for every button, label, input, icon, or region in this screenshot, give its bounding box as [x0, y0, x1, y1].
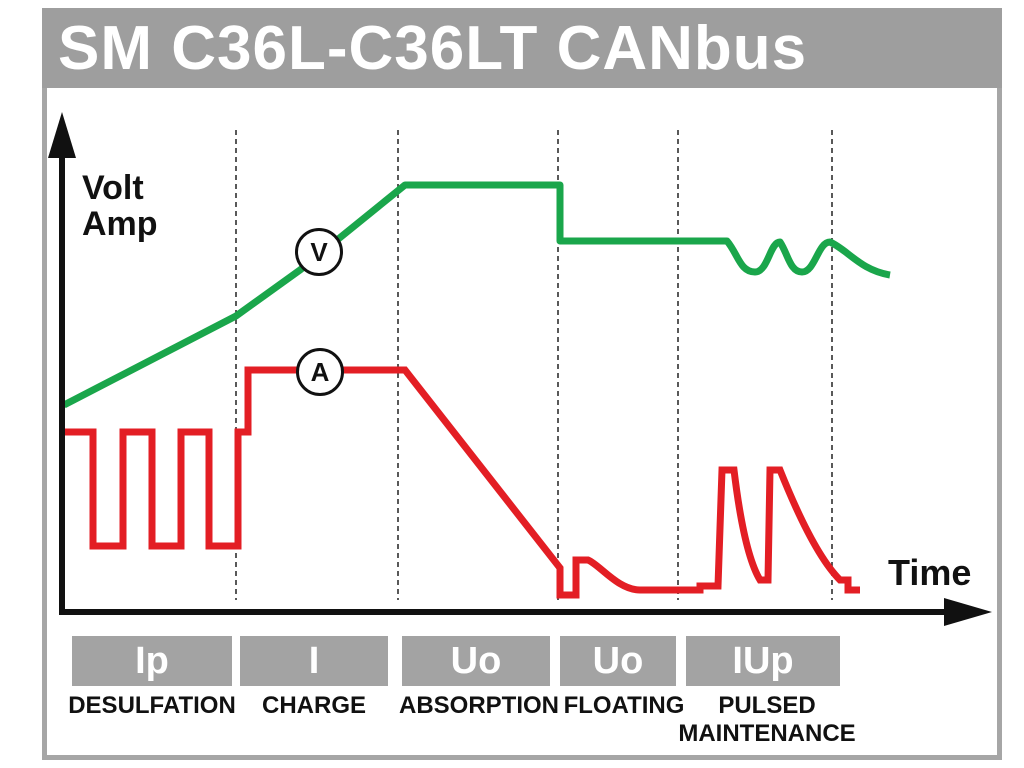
axes	[48, 112, 992, 626]
y-axis-label: Volt Amp	[82, 170, 158, 242]
phase-code-absorption: Uo	[402, 636, 550, 686]
y-axis-label-amp: Amp	[82, 205, 158, 243]
y-axis-arrow	[48, 112, 76, 158]
diagram-title: SM C36L-C36LT CANbus	[58, 14, 808, 83]
phase-name-floating: FLOATING	[563, 692, 685, 719]
voltage-marker: V	[295, 228, 343, 276]
phase-name-charge: CHARGE	[261, 692, 366, 719]
voltage-curve	[62, 181, 891, 409]
diagram-frame	[42, 8, 1002, 760]
phase-name-pulsed-maintenance: PULSED MAINTENANCE	[678, 692, 856, 747]
phase-code-charge: I	[240, 636, 388, 686]
x-axis-label: Time	[888, 552, 972, 593]
current-curve	[62, 366, 860, 599]
phase-name-desulfation: DESULFATION	[68, 692, 236, 719]
x-axis-arrow	[944, 598, 992, 626]
y-axis-label-volt: Volt	[82, 169, 144, 207]
phase-name-absorption: ABSORPTION	[398, 692, 559, 719]
phase-code-pulsed-maintenance: IUp	[686, 636, 840, 686]
current-marker: A	[296, 348, 344, 396]
phase-code-desulfation: Ip	[72, 636, 232, 686]
phase-code-floating: Uo	[560, 636, 676, 686]
title-bar	[42, 8, 1002, 88]
